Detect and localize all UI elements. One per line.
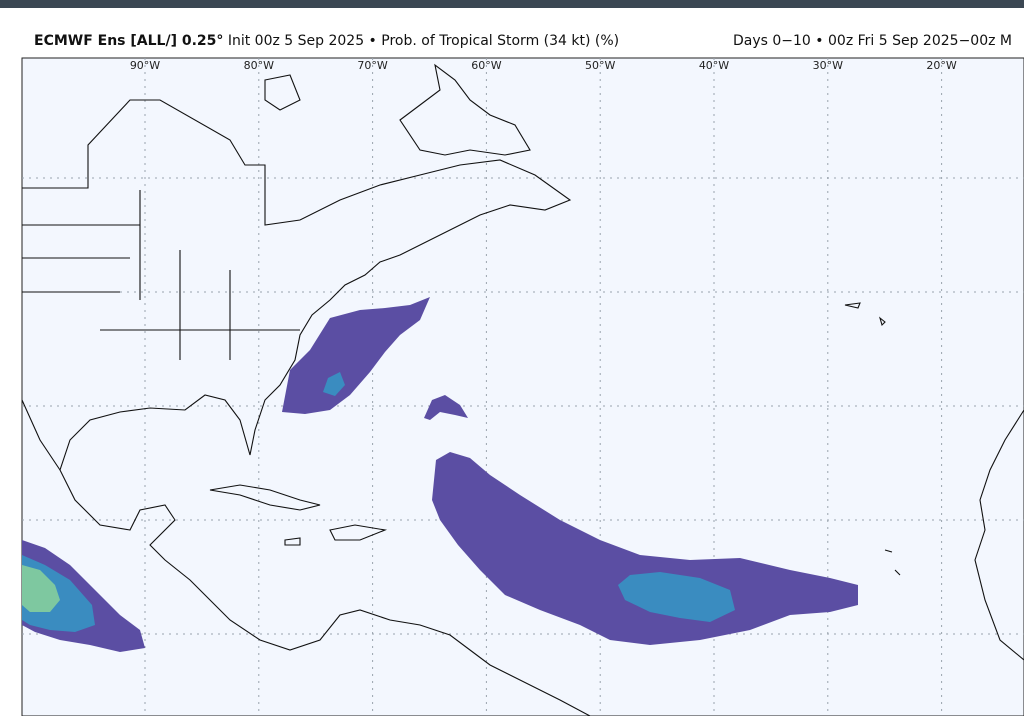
probability-area xyxy=(323,372,345,396)
coastline xyxy=(399,63,531,156)
coastlines xyxy=(21,63,1024,716)
longitude-label: 20°W xyxy=(926,59,956,72)
longitude-label: 60°W xyxy=(471,59,501,72)
longitude-labels: 90°W 80°W 70°W 60°W 50°W 40°W 30°W 20°W xyxy=(130,59,957,72)
probability-area xyxy=(22,565,60,612)
probability-area xyxy=(432,452,858,645)
coastline xyxy=(974,409,1024,661)
top-bar xyxy=(0,0,1024,8)
longitude-label: 40°W xyxy=(699,59,729,72)
longitude-label: 70°W xyxy=(357,59,387,72)
map-header: ECMWF Ens [ALL/] 0.25° Init 00z 5 Sep 20… xyxy=(34,33,1024,55)
map-background xyxy=(21,57,1024,716)
map-description: Init 00z 5 Sep 2025 • Prob. of Tropical … xyxy=(227,33,620,49)
probability-area xyxy=(424,395,468,420)
valid-time: Days 0−10 • 00z Fri 5 Sep 2025−00z M xyxy=(733,33,1012,49)
coastline xyxy=(22,99,591,716)
longitude-label: 50°W xyxy=(585,59,615,72)
island xyxy=(844,302,901,576)
coastline xyxy=(264,74,301,111)
island xyxy=(209,484,388,546)
longitude-label: 80°W xyxy=(244,59,274,72)
longitude-label: 30°W xyxy=(813,59,843,72)
border xyxy=(22,190,300,360)
longitude-label: 90°W xyxy=(130,59,160,72)
model-name: ECMWF Ens [ALL/] 0.25° xyxy=(34,33,224,49)
probability-shading xyxy=(22,297,858,652)
probability-area xyxy=(282,297,430,414)
coastline xyxy=(21,399,61,471)
probability-area xyxy=(618,572,735,622)
graticule xyxy=(22,58,1024,716)
